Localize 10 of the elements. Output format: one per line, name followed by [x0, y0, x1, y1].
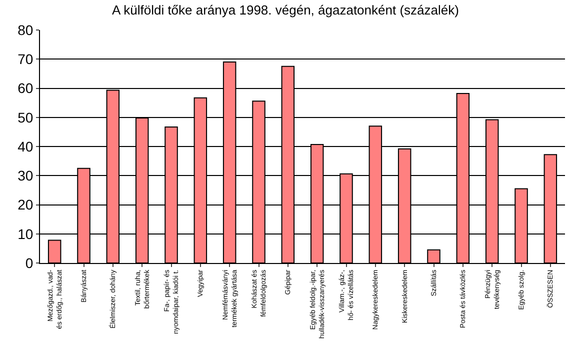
y-tick-label: 50 — [18, 109, 34, 126]
y-tick-label: 10 — [18, 226, 34, 242]
y-tick-label: 30 — [18, 168, 34, 184]
chart-title: A külföldi tőke aránya 1998. végén, ágazatonként (százalék) — [112, 2, 459, 18]
y-tick-label: 70 — [18, 51, 34, 68]
y-tick-label: 40 — [18, 138, 34, 154]
y-tick-label: 20 — [18, 196, 34, 213]
y-tick-label: 0 — [25, 254, 34, 271]
y-tick-label: 80 — [18, 22, 34, 38]
y-tick-label: 60 — [18, 80, 34, 96]
